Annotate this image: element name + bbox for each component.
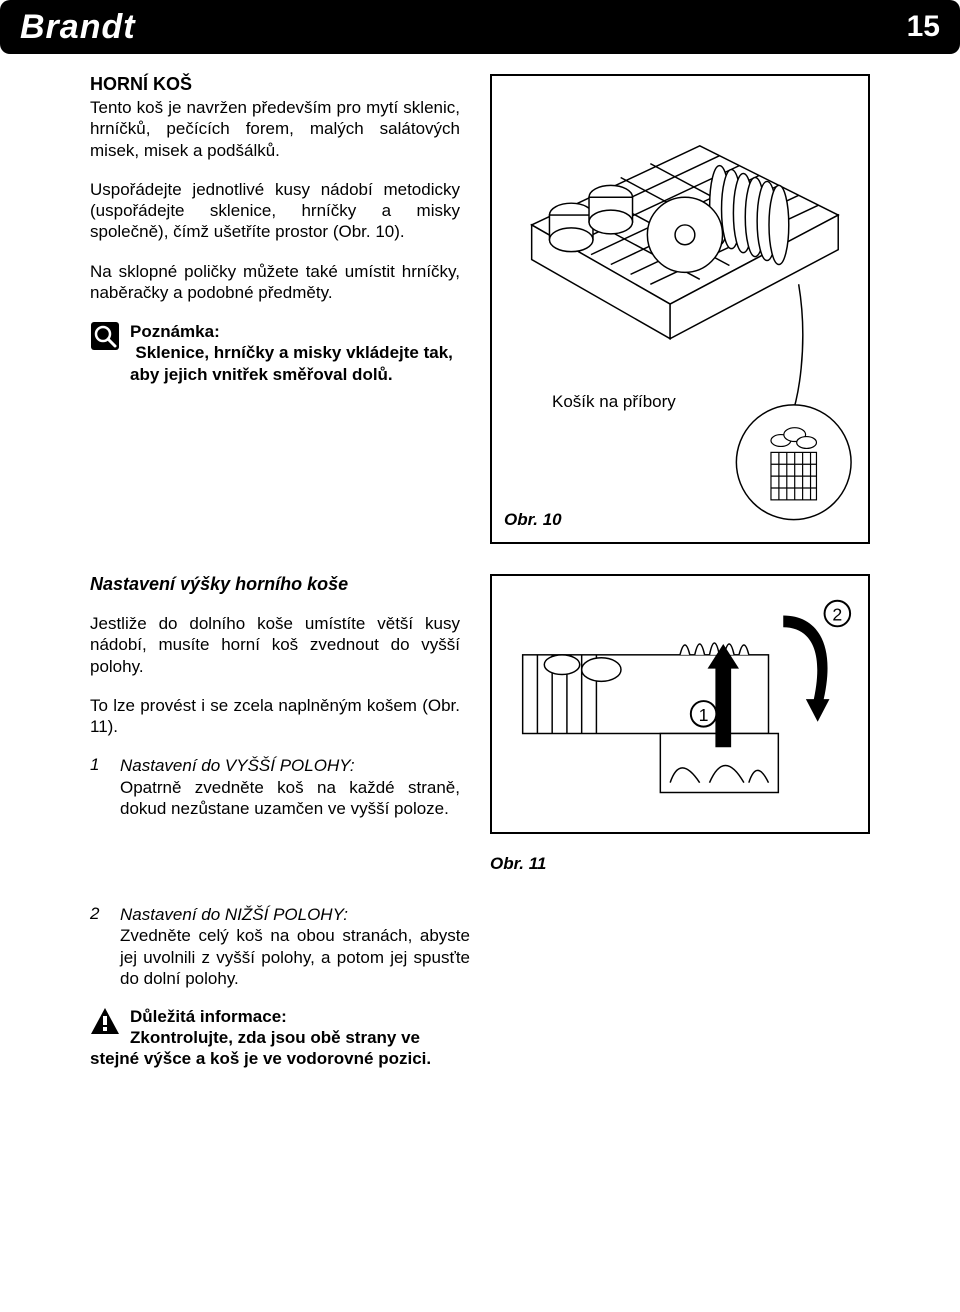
step-1-body: Opatrně zvedněte koš na každé straně, do… — [120, 778, 460, 818]
brand-logo: Brandt — [20, 8, 136, 47]
figure-11-illustration: 1 2 — [502, 586, 858, 822]
step-1: 1 Nastavení do VYŠŠÍ POLOHY: Opatrně zve… — [90, 755, 460, 819]
page-header: Brandt 15 — [0, 0, 960, 54]
upper-basket-text-col: HORNÍ KOŠ Tento koš je navržen především… — [90, 74, 460, 544]
step-2: 2 Nastavení do NIŽŠÍ POLOHY: Zvedněte ce… — [90, 904, 470, 989]
warning-block: Důležitá informace: Zkontrolujte, zda js… — [90, 1007, 470, 1070]
step-1-lead: Nastavení do VYŠŠÍ POLOHY: — [120, 756, 355, 775]
page-number: 15 — [907, 10, 940, 44]
upper-basket-p1: Tento koš je navržen především pro mytí … — [90, 97, 460, 161]
note-block: Poznámka: XXXXSklenice, hrníčky a misky … — [90, 321, 460, 385]
cutlery-basket-label: Košík na příbory — [552, 392, 676, 412]
figure-10-box: Košík na příbory Obr. 10 — [490, 74, 870, 544]
section-lower-position: 2 Nastavení do NIŽŠÍ POLOHY: Zvedněte ce… — [90, 904, 470, 1070]
note-body: Sklenice, hrníčky a misky vkládejte tak,… — [130, 343, 453, 383]
upper-basket-p2: Uspořádejte jednotlivé kusy nádobí metod… — [90, 179, 460, 243]
step-2-lead: Nastavení do NIŽŠÍ POLOHY: — [120, 905, 348, 924]
figure-11-col: 1 2 Obr. 11 — [490, 574, 870, 874]
height-adjust-p2: To lze provést i se zcela naplněným koše… — [90, 695, 460, 738]
warning-body: Zkontrolujte, zda jsou obě strany ve ste… — [90, 1028, 431, 1068]
step-1-text: Nastavení do VYŠŠÍ POLOHY: Opatrně zvedn… — [120, 755, 460, 819]
note-title: Poznámka: — [130, 322, 220, 341]
figure-11-box: 1 2 — [490, 574, 870, 834]
figure-10-caption: Obr. 10 — [504, 510, 562, 530]
height-adjust-text-col: Nastavení výšky horního koše Jestliže do… — [90, 574, 460, 874]
figure-11-caption: Obr. 11 — [490, 854, 870, 874]
step-2-number: 2 — [90, 904, 108, 989]
figure-10-col: Košík na příbory Obr. 10 — [490, 74, 870, 544]
height-adjust-p1: Jestliže do dolního koše umístíte větší … — [90, 613, 460, 677]
height-adjust-title: Nastavení výšky horního koše — [90, 574, 460, 595]
section-height-adjust: Nastavení výšky horního koše Jestliže do… — [90, 574, 870, 874]
page-content: HORNÍ KOŠ Tento koš je navržen především… — [0, 54, 960, 1070]
fig11-marker-2: 2 — [832, 605, 842, 625]
note-text: Poznámka: XXXXSklenice, hrníčky a misky … — [90, 321, 460, 385]
warning-title: Důležitá informace: — [130, 1007, 287, 1026]
step-2-body: Zvedněte celý koš na obou stranách, abys… — [120, 926, 470, 988]
upper-basket-title: HORNÍ KOŠ — [90, 74, 460, 95]
step-2-text: Nastavení do NIŽŠÍ POLOHY: Zvedněte celý… — [120, 904, 470, 989]
upper-basket-p3: Na sklopné poličky můžete také umístit h… — [90, 261, 460, 304]
section-upper-basket: HORNÍ KOŠ Tento koš je navržen především… — [90, 74, 870, 544]
step-1-number: 1 — [90, 755, 108, 819]
figure-10-illustration — [502, 86, 858, 532]
fig11-marker-1: 1 — [699, 705, 709, 725]
